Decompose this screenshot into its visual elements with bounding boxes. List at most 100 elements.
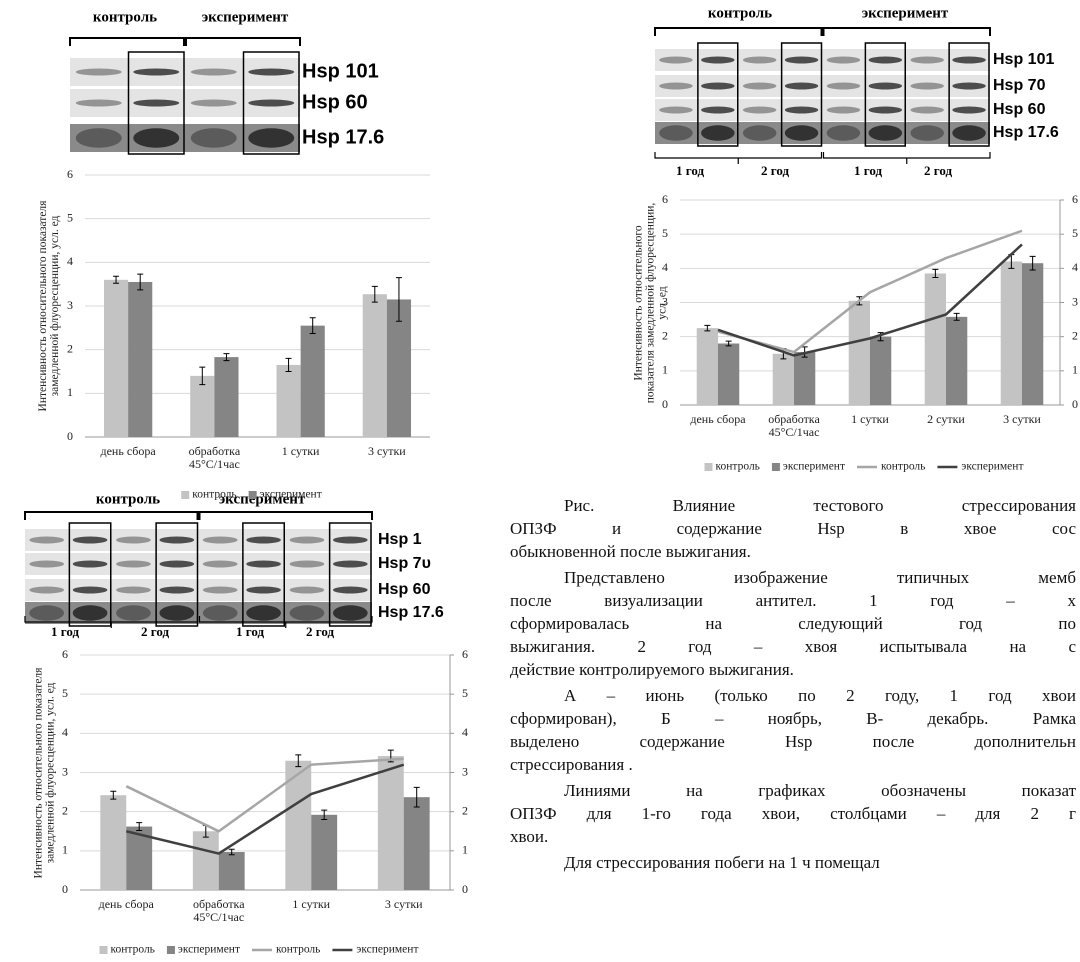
blot-band bbox=[785, 107, 819, 114]
group-bracket bbox=[25, 512, 198, 520]
blot-band bbox=[743, 125, 777, 140]
blot-band bbox=[333, 605, 368, 620]
protein-label: Hsp 17.6 bbox=[993, 124, 1059, 141]
blot-band bbox=[869, 83, 903, 90]
y2-tick-label: 5 bbox=[462, 686, 468, 700]
y2-tick-label: 2 bbox=[462, 803, 468, 817]
bar bbox=[404, 797, 430, 890]
blot-band bbox=[910, 83, 944, 90]
bar bbox=[128, 282, 152, 437]
blot-band bbox=[73, 561, 108, 568]
blot-band bbox=[701, 57, 735, 64]
blot-band bbox=[248, 69, 294, 76]
x-tick-label: обработка 45°C/1час bbox=[175, 445, 253, 471]
legend: контрольэкспериментконтрольэксперимент bbox=[100, 944, 419, 956]
blot-band bbox=[76, 128, 122, 148]
protein-label: Hsp 101 bbox=[993, 51, 1054, 68]
blot-band bbox=[191, 100, 237, 107]
x-tick-label: день сбора bbox=[87, 898, 165, 911]
blot-band bbox=[116, 561, 151, 568]
y2-tick-label: 3 bbox=[1072, 294, 1078, 308]
blot-band bbox=[952, 107, 986, 114]
blot-band bbox=[246, 587, 281, 594]
y-axis-title: Интенсивность относительного показателя … bbox=[37, 175, 75, 437]
legend-label: эксперимент bbox=[783, 461, 845, 473]
blot-band bbox=[743, 107, 777, 114]
x-tick-label: 1 сутки bbox=[831, 413, 909, 426]
bar bbox=[276, 365, 300, 437]
blot-band bbox=[203, 605, 238, 620]
blot-band bbox=[191, 69, 237, 76]
legend: контрольэкспериментконтрольэксперимент bbox=[705, 461, 1024, 473]
text-line: А – июнь (только по 2 году, 1 год хвои bbox=[510, 684, 1076, 707]
blot-band bbox=[827, 125, 861, 140]
legend-swatch bbox=[705, 463, 713, 471]
blot-band bbox=[116, 537, 151, 544]
year-label: 1 год bbox=[236, 624, 264, 639]
blot-band bbox=[290, 587, 325, 594]
bar bbox=[193, 831, 219, 890]
legend-label: контроль bbox=[276, 944, 320, 956]
bar bbox=[219, 852, 245, 890]
text-line: выделено содержание Hsp после дополнител… bbox=[510, 730, 1076, 753]
x-tick-label: 3 сутки bbox=[365, 898, 443, 911]
blot-band bbox=[133, 128, 179, 148]
blot-band bbox=[203, 561, 238, 568]
year-label: 2 год bbox=[924, 163, 952, 178]
y-axis-title: Интенсивность относительного показателя … bbox=[32, 655, 70, 890]
blot-band bbox=[333, 587, 368, 594]
group-bracket bbox=[655, 28, 822, 36]
blot-band bbox=[191, 128, 237, 148]
line bbox=[718, 244, 1022, 355]
protein-label: Hsp 101 bbox=[302, 60, 379, 82]
blot-band bbox=[73, 587, 108, 594]
blot-band bbox=[159, 605, 194, 620]
year-label: 1 год bbox=[676, 163, 704, 178]
bar bbox=[311, 815, 337, 890]
y2-tick-label: 4 bbox=[1072, 260, 1078, 274]
text-line: сформировалась на следующий год по bbox=[510, 612, 1076, 635]
group-label: контроль bbox=[708, 5, 772, 21]
blot-band bbox=[203, 537, 238, 544]
x-tick-label: 3 сутки bbox=[348, 445, 426, 458]
y2-tick-label: 3 bbox=[462, 764, 468, 778]
blot-band bbox=[116, 605, 151, 620]
page: Hsp 101Hsp 60Hsp 17.6контрольэксперимент… bbox=[0, 0, 1080, 962]
group-label: эксперимент bbox=[202, 9, 289, 25]
blot-band bbox=[246, 537, 281, 544]
y2-tick-label: 6 bbox=[462, 647, 468, 661]
protein-label: Hsp 60 bbox=[302, 91, 368, 113]
bar bbox=[925, 273, 946, 405]
blot-band bbox=[133, 100, 179, 107]
bar bbox=[697, 328, 718, 405]
x-tick-label: день сбора bbox=[679, 413, 757, 426]
bar bbox=[100, 795, 126, 890]
bar bbox=[378, 756, 404, 890]
blot-band bbox=[827, 57, 861, 64]
blot-band bbox=[133, 69, 179, 76]
blot-band bbox=[952, 83, 986, 90]
group-label: контроль bbox=[96, 491, 160, 507]
protein-label: Hsp 70 bbox=[993, 77, 1046, 94]
year-label: 1 год bbox=[854, 163, 882, 178]
blot-band bbox=[203, 587, 238, 594]
blot-band bbox=[29, 561, 64, 568]
blot-band bbox=[333, 537, 368, 544]
text-line: Рис. Влияние тестового стрессирования bbox=[510, 494, 1076, 517]
legend-swatch bbox=[100, 946, 108, 954]
legend-label: контроль bbox=[716, 461, 760, 473]
group-bracket bbox=[70, 38, 184, 46]
y2-tick-label: 1 bbox=[462, 843, 468, 857]
bar bbox=[773, 354, 794, 405]
blot-band bbox=[659, 107, 693, 114]
blot-band bbox=[701, 125, 735, 140]
blot-band bbox=[869, 125, 903, 140]
text-line: стрессирования . bbox=[510, 753, 1076, 776]
x-tick-label: 1 сутки bbox=[262, 445, 340, 458]
blot-band bbox=[159, 561, 194, 568]
blot-band bbox=[952, 57, 986, 64]
bar bbox=[104, 280, 128, 437]
legend-swatch bbox=[249, 491, 257, 499]
y2-tick-label: 2 bbox=[1072, 328, 1078, 342]
